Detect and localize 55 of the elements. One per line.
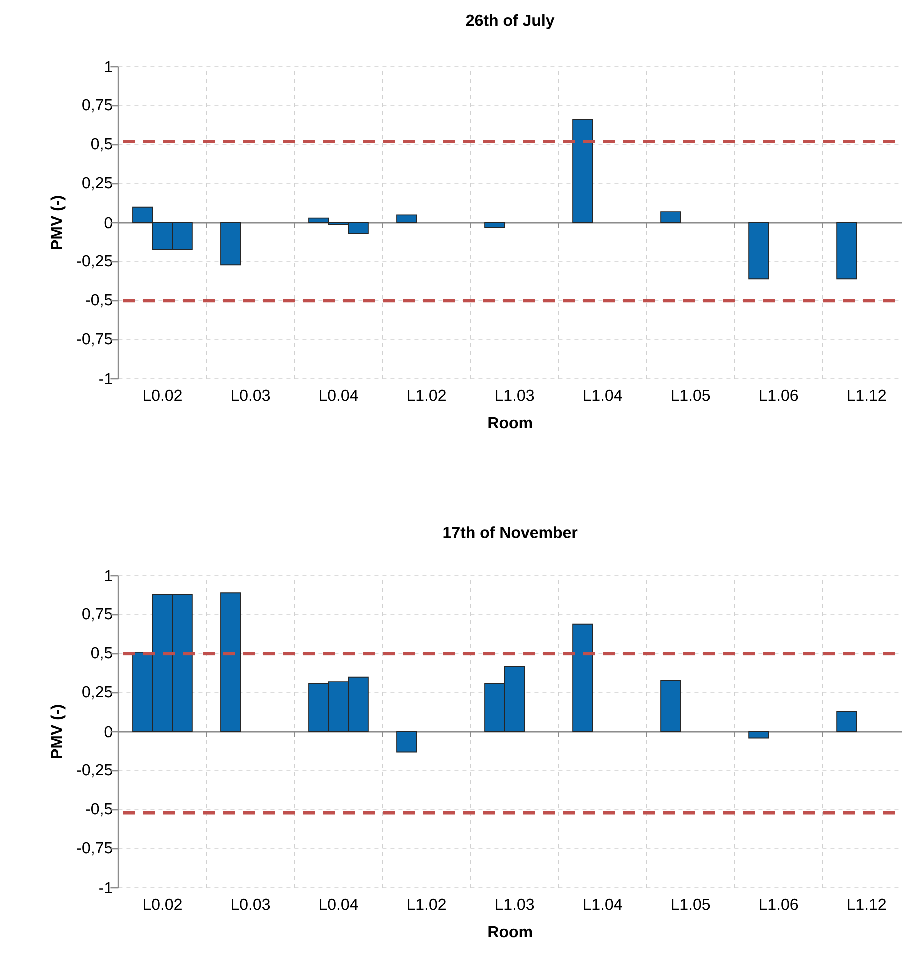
bar xyxy=(748,732,770,739)
y-tick-label: 0 xyxy=(104,726,112,738)
bar xyxy=(220,222,242,266)
bar xyxy=(836,711,858,732)
bar xyxy=(396,214,418,224)
y-tick-label: -0,5 xyxy=(86,803,112,817)
y-tick-label: -0,25 xyxy=(77,255,112,269)
chart-title: 17th of November xyxy=(444,526,578,538)
y-tick-label: 0,5 xyxy=(91,138,112,152)
bar xyxy=(220,592,242,732)
bar xyxy=(484,222,506,228)
y-tick-label: 1 xyxy=(105,61,112,72)
x-axis-title: Room xyxy=(488,418,532,429)
x-tick-label: L1.02 xyxy=(408,898,446,910)
y-tick-label: -0,5 xyxy=(86,294,112,308)
y-axis-title: PMV (-) xyxy=(50,196,66,250)
x-tick-label: L1.04 xyxy=(584,898,622,910)
bar xyxy=(572,624,594,732)
y-tick-label: 0,25 xyxy=(82,177,112,191)
y-tick-label: 0,5 xyxy=(91,647,112,661)
x-tick-label: L1.12 xyxy=(848,390,886,402)
y-tick-label: 0,75 xyxy=(82,99,112,113)
x-tick-label: L1.04 xyxy=(584,390,622,402)
y-tick-label: -0,75 xyxy=(77,333,112,347)
x-tick-label: L1.06 xyxy=(760,390,798,402)
x-axis-title: Room xyxy=(488,926,532,938)
x-tick-label: L0.03 xyxy=(232,898,270,910)
x-tick-label: L1.12 xyxy=(848,898,886,910)
x-tick-label: L0.03 xyxy=(232,390,270,402)
bar xyxy=(660,212,682,224)
y-tick-label: 0,75 xyxy=(82,608,112,622)
y-tick-label: 0,25 xyxy=(82,686,112,700)
x-tick-label: L1.06 xyxy=(760,898,798,910)
x-tick-label: L0.04 xyxy=(320,898,358,910)
y-tick-label: -0,25 xyxy=(77,764,112,778)
y-tick-label: 0 xyxy=(104,217,112,229)
x-tick-label: L1.03 xyxy=(496,390,534,402)
x-tick-label: L1.05 xyxy=(672,390,710,402)
x-tick-label: L1.03 xyxy=(496,898,534,910)
x-tick-label: L1.05 xyxy=(672,898,710,910)
y-axis-title: PMV (-) xyxy=(50,705,66,758)
x-tick-label: L0.02 xyxy=(144,390,182,402)
bar xyxy=(396,732,418,753)
bar xyxy=(836,222,858,280)
y-tick-label: -1 xyxy=(100,882,112,894)
x-tick-label: L0.04 xyxy=(320,390,358,402)
y-tick-label: 1 xyxy=(105,570,112,582)
y-tick-label: -0,75 xyxy=(77,842,112,856)
bar xyxy=(748,222,770,280)
bar xyxy=(660,680,682,732)
chart-title: 26th of July xyxy=(466,14,555,30)
x-tick-label: L0.02 xyxy=(144,898,182,910)
y-tick-label: -1 xyxy=(100,373,112,384)
bar xyxy=(572,120,594,224)
x-tick-label: L1.02 xyxy=(408,390,446,402)
